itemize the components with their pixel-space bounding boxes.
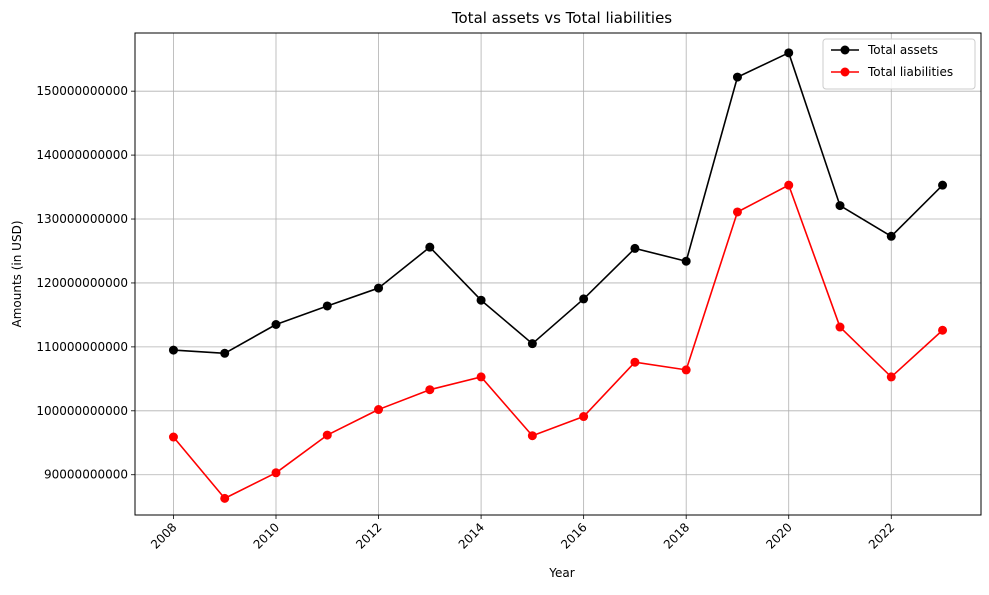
legend-box (822, 38, 976, 90)
x-tick-label: 2022 (866, 520, 897, 551)
data-point (374, 405, 384, 415)
data-point (630, 243, 640, 253)
series-1 (168, 48, 948, 358)
legend-marker (840, 67, 850, 77)
y-tick-label: 130000000000 (36, 212, 128, 226)
x-tick-label: 2018 (661, 520, 692, 551)
plot-area (134, 32, 982, 516)
data-point (579, 294, 589, 304)
y-axis-label: Amounts (in USD) (10, 221, 24, 328)
data-point (220, 348, 230, 358)
data-point (374, 283, 384, 293)
y-tick-label: 100000000000 (36, 404, 128, 418)
data-point (886, 372, 896, 382)
legend: Total assets Total liabilities (822, 38, 976, 90)
data-point (681, 365, 691, 375)
data-point (527, 339, 537, 349)
x-tick-label: 2016 (558, 520, 589, 551)
y-tick-label: 140000000000 (36, 148, 128, 162)
data-point (527, 431, 537, 441)
data-point (168, 345, 178, 355)
x-tick-label: 2012 (353, 520, 384, 551)
data-point (784, 180, 794, 190)
chart-title: Total assets vs Total liabilities (451, 9, 672, 27)
data-point (476, 372, 486, 382)
y-tick-label: 120000000000 (36, 276, 128, 290)
data-point (322, 430, 332, 440)
legend-label: Total liabilities (867, 65, 953, 79)
data-point (886, 231, 896, 241)
data-point (425, 385, 435, 395)
data-point (220, 493, 230, 503)
data-point (835, 201, 845, 211)
x-tick-label: 2014 (456, 520, 487, 551)
series-line (173, 52, 944, 355)
data-point (732, 207, 742, 217)
data-point (476, 295, 486, 305)
x-axis-label: Year (548, 566, 574, 580)
y-tick-label: 90000000000 (44, 468, 128, 482)
x-tick-label: 2010 (251, 520, 282, 551)
data-point (271, 320, 281, 330)
y-axis: 90000000000 100000000000 110000000000 12000… (36, 84, 135, 482)
grid (135, 33, 981, 515)
y-tick-label: 150000000000 (36, 84, 128, 98)
series-line (172, 184, 944, 500)
x-axis: 2008 2010 2012 2014 2016 2018 2020 2022 (148, 515, 897, 552)
data-point (938, 325, 948, 335)
data-point (835, 322, 845, 332)
data-point (168, 432, 178, 442)
data-point (938, 180, 948, 190)
data-point (425, 242, 435, 252)
series-layer (168, 48, 948, 503)
data-point (322, 301, 332, 311)
data-point (784, 48, 794, 58)
data-point (681, 256, 691, 266)
data-point (630, 357, 640, 367)
legend-label: Total assets (867, 43, 938, 57)
data-point (732, 72, 742, 82)
x-tick-label: 2008 (148, 520, 179, 551)
series-2 (168, 180, 948, 503)
data-point (579, 412, 589, 422)
data-point (271, 468, 281, 478)
x-tick-label: 2020 (763, 520, 794, 551)
legend-marker (840, 45, 850, 55)
y-tick-label: 110000000000 (36, 340, 128, 354)
